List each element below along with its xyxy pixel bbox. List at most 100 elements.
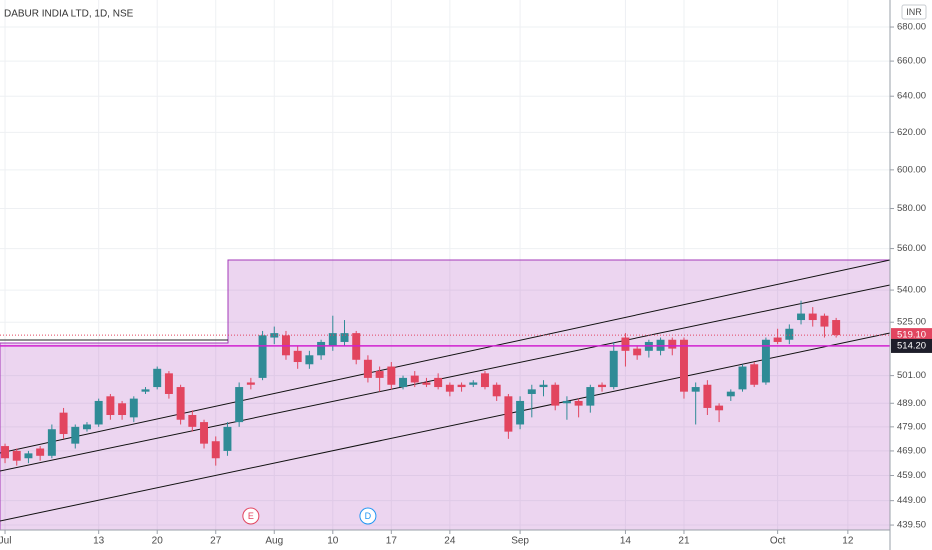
alert-price-tag: [891, 338, 932, 353]
candle-body: [422, 382, 431, 385]
candle-body: [141, 389, 150, 392]
candle-body: [609, 350, 618, 388]
y-tick-label: 540.00: [897, 285, 926, 296]
y-tick-label: 449.00: [897, 495, 926, 506]
candle-body: [668, 339, 677, 349]
candle-body: [1, 446, 10, 459]
candle-body: [457, 384, 466, 388]
candle-body: [726, 391, 735, 397]
price-axis-bg: [890, 0, 932, 550]
candle-body: [750, 364, 759, 385]
y-tick-label: 525.00: [897, 317, 926, 328]
y-tick-label: 459.00: [897, 470, 926, 481]
last-price-label: 519.10: [897, 330, 926, 341]
candle-body: [59, 412, 68, 435]
candle-body: [106, 396, 115, 416]
x-tick-label: 13: [93, 536, 105, 547]
candle-body: [562, 400, 571, 404]
y-tick-label: 660.00: [897, 56, 926, 67]
x-tick-label: 10: [327, 536, 339, 547]
x-tick-label: Jul: [0, 536, 11, 547]
candle-body: [164, 373, 173, 394]
candle-body: [94, 400, 103, 425]
candle-body: [539, 384, 548, 388]
x-tick-label: 12: [842, 536, 854, 547]
candle-body: [387, 366, 396, 385]
candle-body: [153, 368, 162, 388]
event-marker[interactable]: [242, 507, 260, 525]
y-tick-label: 560.00: [897, 243, 926, 254]
candle-body: [12, 450, 21, 461]
candle-body: [586, 387, 595, 406]
candle-body: [71, 426, 80, 444]
x-tick-label: 24: [444, 536, 456, 547]
candle-body: [808, 313, 817, 321]
candle-body: [129, 398, 138, 418]
candle-body: [633, 348, 642, 356]
y-tick-label: 640.00: [897, 91, 926, 102]
y-tick-label: 580.00: [897, 203, 926, 214]
candle-body: [36, 448, 45, 456]
candle-body: [480, 373, 489, 388]
candle-body: [504, 396, 513, 432]
candle-body: [527, 389, 536, 394]
candle-body: [691, 387, 700, 392]
currency-label[interactable]: INR: [906, 7, 922, 17]
candle-body: [434, 377, 443, 388]
x-tick-label: 27: [210, 536, 222, 547]
candle-body: [410, 375, 419, 383]
y-tick-label: 620.00: [897, 127, 926, 138]
y-tick-label: 600.00: [897, 164, 926, 175]
candle-body: [305, 355, 314, 365]
y-tick-label: 469.00: [897, 445, 926, 456]
candle-body: [363, 359, 372, 378]
y-tick-label: 501.00: [897, 370, 926, 381]
event-marker[interactable]: [359, 507, 377, 525]
candle-body: [246, 382, 255, 385]
candle-body: [797, 313, 806, 321]
candle-body: [703, 384, 712, 408]
channel-middle: [0, 284, 891, 472]
candle-body: [551, 384, 560, 406]
candle-body: [24, 453, 33, 459]
x-tick-label: Aug: [265, 536, 283, 547]
candle-body: [340, 333, 349, 342]
candle-body: [679, 339, 688, 392]
candle-body: [621, 337, 630, 351]
candle-body: [328, 333, 337, 347]
alert-price-label: 514.20: [897, 340, 926, 351]
x-tick-label: 21: [678, 536, 690, 547]
event-label[interactable]: D: [365, 511, 372, 521]
last-price-tag: [891, 328, 932, 343]
candle-body: [293, 350, 302, 363]
y-tick-label: 479.00: [897, 421, 926, 432]
candle-body: [211, 441, 220, 459]
candle-body: [738, 366, 747, 390]
candle-body: [82, 424, 91, 430]
candle-body: [223, 426, 232, 451]
candle-body: [270, 333, 279, 338]
event-label[interactable]: E: [248, 511, 254, 521]
candle-body: [598, 384, 607, 388]
candle-body: [715, 405, 724, 411]
candle-body: [492, 384, 501, 397]
x-tick-label: Sep: [511, 536, 529, 547]
candle-body: [235, 387, 244, 423]
x-tick-label: 20: [152, 536, 164, 547]
candle-body: [761, 339, 770, 383]
candle-body: [399, 377, 408, 388]
currency-button[interactable]: [901, 4, 927, 20]
candle-body: [785, 328, 794, 340]
candle-body: [773, 337, 782, 342]
candle-body: [469, 382, 478, 385]
candle-body: [516, 400, 525, 425]
y-tick-label: 680.00: [897, 22, 926, 33]
candle-body: [200, 422, 209, 444]
candle-body: [375, 371, 384, 378]
candle-body: [258, 335, 267, 378]
candle-body: [188, 415, 197, 427]
candle-body: [176, 387, 185, 420]
candle-body: [445, 384, 454, 392]
